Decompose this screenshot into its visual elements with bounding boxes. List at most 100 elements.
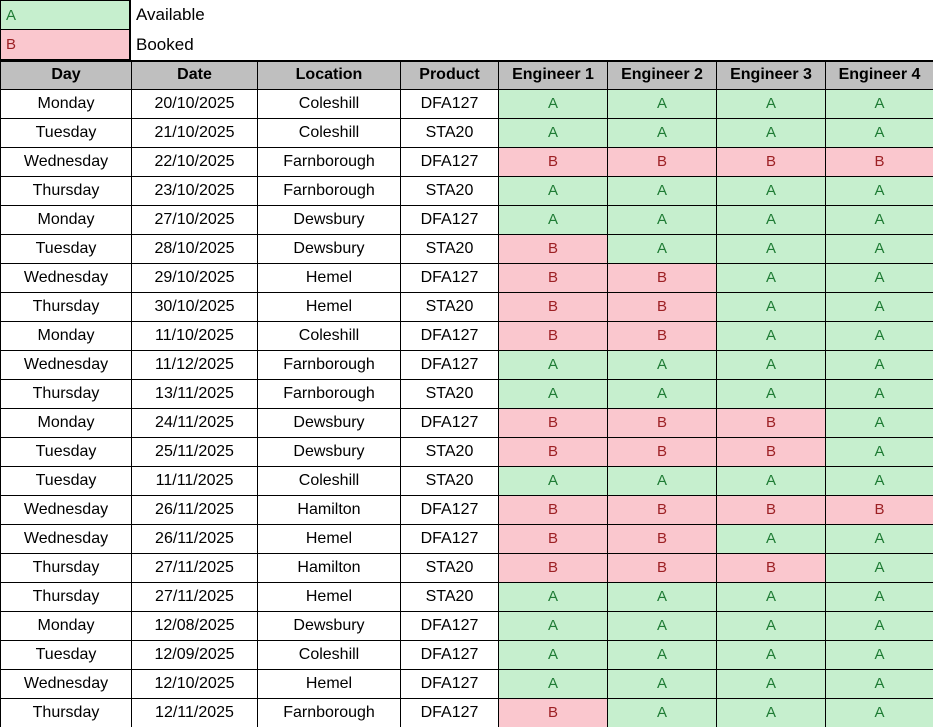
cell-day[interactable]: Thursday — [0, 378, 132, 409]
cell-date[interactable]: 29/10/2025 — [131, 262, 258, 293]
cell-engineer-3-status[interactable]: A — [716, 668, 826, 699]
cell-engineer-3-status[interactable]: A — [716, 465, 826, 496]
cell-engineer-3-status[interactable]: B — [716, 436, 826, 467]
cell-day[interactable]: Wednesday — [0, 146, 132, 177]
cell-engineer-3-status[interactable]: A — [716, 610, 826, 641]
cell-engineer-1-status[interactable]: A — [498, 610, 608, 641]
cell-product[interactable]: DFA127 — [400, 610, 499, 641]
cell-engineer-4-status[interactable]: A — [825, 320, 933, 351]
cell-location[interactable]: Dewsbury — [257, 204, 401, 235]
cell-product[interactable]: DFA127 — [400, 668, 499, 699]
column-header-date[interactable]: Date — [131, 60, 258, 90]
cell-product[interactable]: STA20 — [400, 378, 499, 409]
cell-engineer-3-status[interactable]: A — [716, 175, 826, 206]
cell-engineer-2-status[interactable]: A — [607, 233, 717, 264]
cell-engineer-2-status[interactable]: A — [607, 610, 717, 641]
cell-day[interactable]: Tuesday — [0, 117, 132, 148]
cell-engineer-3-status[interactable]: A — [716, 581, 826, 612]
cell-engineer-4-status[interactable]: A — [825, 552, 933, 583]
cell-engineer-2-status[interactable]: B — [607, 436, 717, 467]
cell-engineer-2-status[interactable]: B — [607, 407, 717, 438]
cell-engineer-1-status[interactable]: B — [498, 436, 608, 467]
cell-day[interactable]: Monday — [0, 407, 132, 438]
cell-product[interactable]: DFA127 — [400, 494, 499, 525]
cell-engineer-3-status[interactable]: A — [716, 117, 826, 148]
cell-engineer-2-status[interactable]: A — [607, 117, 717, 148]
cell-engineer-3-status[interactable]: A — [716, 291, 826, 322]
cell-engineer-1-status[interactable]: B — [498, 233, 608, 264]
cell-engineer-2-status[interactable]: B — [607, 320, 717, 351]
cell-engineer-4-status[interactable]: A — [825, 262, 933, 293]
cell-day[interactable]: Monday — [0, 88, 132, 119]
cell-date[interactable]: 25/11/2025 — [131, 436, 258, 467]
cell-engineer-4-status[interactable]: A — [825, 291, 933, 322]
cell-engineer-2-status[interactable]: A — [607, 465, 717, 496]
cell-engineer-1-status[interactable]: B — [498, 494, 608, 525]
column-header-engineer-4[interactable]: Engineer 4 — [825, 60, 933, 90]
cell-engineer-4-status[interactable]: A — [825, 204, 933, 235]
cell-product[interactable]: DFA127 — [400, 697, 499, 727]
cell-day[interactable]: Monday — [0, 610, 132, 641]
cell-day[interactable]: Monday — [0, 204, 132, 235]
cell-date[interactable]: 20/10/2025 — [131, 88, 258, 119]
cell-date[interactable]: 11/10/2025 — [131, 320, 258, 351]
cell-engineer-2-status[interactable]: A — [607, 349, 717, 380]
cell-product[interactable]: DFA127 — [400, 204, 499, 235]
cell-engineer-3-status[interactable]: B — [716, 552, 826, 583]
cell-location[interactable]: Hemel — [257, 668, 401, 699]
cell-engineer-1-status[interactable]: A — [498, 378, 608, 409]
cell-engineer-2-status[interactable]: B — [607, 523, 717, 554]
cell-product[interactable]: DFA127 — [400, 262, 499, 293]
cell-location[interactable]: Hemel — [257, 291, 401, 322]
cell-engineer-3-status[interactable]: A — [716, 204, 826, 235]
column-header-engineer-2[interactable]: Engineer 2 — [607, 60, 717, 90]
cell-date[interactable]: 27/11/2025 — [131, 581, 258, 612]
cell-location[interactable]: Farnborough — [257, 378, 401, 409]
cell-day[interactable]: Monday — [0, 320, 132, 351]
cell-engineer-2-status[interactable]: A — [607, 668, 717, 699]
cell-engineer-3-status[interactable]: A — [716, 523, 826, 554]
cell-engineer-2-status[interactable]: A — [607, 697, 717, 727]
cell-engineer-1-status[interactable]: B — [498, 552, 608, 583]
cell-product[interactable]: STA20 — [400, 175, 499, 206]
cell-location[interactable]: Farnborough — [257, 175, 401, 206]
cell-engineer-2-status[interactable]: A — [607, 581, 717, 612]
cell-date[interactable]: 26/11/2025 — [131, 494, 258, 525]
cell-date[interactable]: 30/10/2025 — [131, 291, 258, 322]
cell-engineer-2-status[interactable]: B — [607, 146, 717, 177]
legend-booked-label-cell[interactable]: Booked — [136, 35, 194, 54]
cell-date[interactable]: 26/11/2025 — [131, 523, 258, 554]
cell-location[interactable]: Coleshill — [257, 117, 401, 148]
cell-engineer-4-status[interactable]: A — [825, 639, 933, 670]
cell-location[interactable]: Coleshill — [257, 465, 401, 496]
cell-location[interactable]: Farnborough — [257, 697, 401, 727]
cell-engineer-4-status[interactable]: A — [825, 117, 933, 148]
cell-product[interactable]: STA20 — [400, 465, 499, 496]
legend-booked-swatch-cell[interactable]: B — [0, 30, 131, 60]
cell-engineer-3-status[interactable]: A — [716, 233, 826, 264]
cell-engineer-1-status[interactable]: A — [498, 88, 608, 119]
cell-engineer-1-status[interactable]: B — [498, 697, 608, 727]
cell-product[interactable]: STA20 — [400, 233, 499, 264]
cell-engineer-1-status[interactable]: A — [498, 668, 608, 699]
cell-engineer-4-status[interactable]: A — [825, 407, 933, 438]
cell-engineer-1-status[interactable]: A — [498, 639, 608, 670]
cell-date[interactable]: 12/11/2025 — [131, 697, 258, 727]
cell-engineer-3-status[interactable]: A — [716, 262, 826, 293]
cell-engineer-3-status[interactable]: A — [716, 88, 826, 119]
cell-engineer-3-status[interactable]: A — [716, 639, 826, 670]
cell-date[interactable]: 27/11/2025 — [131, 552, 258, 583]
cell-product[interactable]: DFA127 — [400, 320, 499, 351]
cell-location[interactable]: Hamilton — [257, 494, 401, 525]
cell-engineer-2-status[interactable]: B — [607, 494, 717, 525]
column-header-location[interactable]: Location — [257, 60, 401, 90]
cell-product[interactable]: DFA127 — [400, 639, 499, 670]
cell-location[interactable]: Hamilton — [257, 552, 401, 583]
cell-engineer-1-status[interactable]: A — [498, 581, 608, 612]
cell-date[interactable]: 13/11/2025 — [131, 378, 258, 409]
cell-day[interactable]: Thursday — [0, 175, 132, 206]
cell-engineer-2-status[interactable]: B — [607, 552, 717, 583]
cell-day[interactable]: Tuesday — [0, 639, 132, 670]
cell-engineer-4-status[interactable]: A — [825, 523, 933, 554]
cell-engineer-2-status[interactable]: B — [607, 262, 717, 293]
